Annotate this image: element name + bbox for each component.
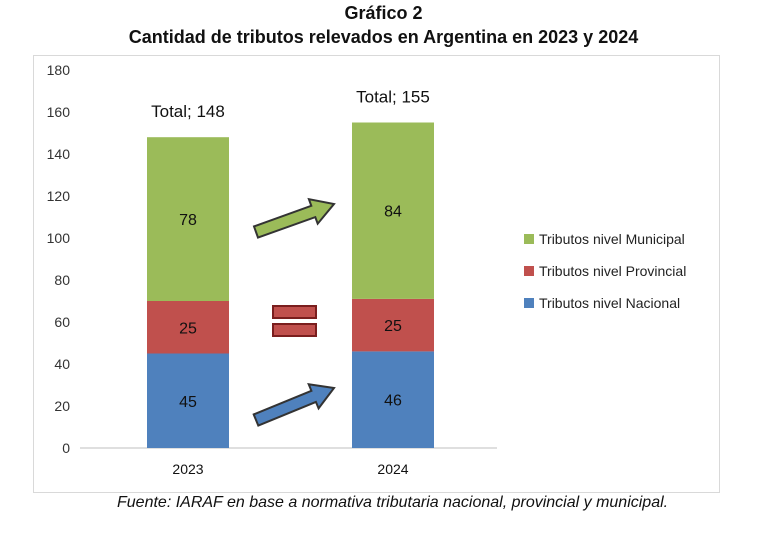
y-tick-label: 160 (47, 104, 71, 120)
bar-value-label: 46 (384, 393, 402, 410)
bar-total-label: Total; 148 (151, 102, 225, 121)
legend-label: Tributos nivel Municipal (539, 231, 685, 247)
y-tick-label: 0 (62, 440, 70, 456)
y-tick-label: 40 (54, 356, 70, 372)
equals-icon (272, 323, 317, 337)
y-tick-label: 80 (54, 272, 70, 288)
y-tick-label: 20 (54, 398, 70, 414)
legend-swatch (524, 234, 534, 244)
chart-subtitle: Cantidad de tributos relevados en Argent… (128, 27, 639, 47)
bar-total-label: Total; 155 (356, 88, 430, 107)
bar-segment (352, 351, 434, 448)
y-tick-label: 100 (47, 230, 71, 246)
x-axis: 2023 2024 (172, 461, 408, 477)
legend: Tributos nivel Municipal Tributos nivel P… (524, 231, 686, 311)
arrow-icon (252, 197, 336, 239)
y-tick-label: 60 (54, 314, 70, 330)
bar-value-label: 25 (384, 318, 402, 335)
legend-swatch (524, 298, 534, 308)
bar-value-label: 78 (179, 212, 197, 229)
bar-segment (147, 353, 229, 448)
legend-label: Tributos nivel Provincial (539, 263, 686, 279)
y-tick-label: 120 (47, 188, 71, 204)
data-labels: 45 25 78 Total; 148 46 25 84 Total; 155 (151, 88, 430, 411)
bar-segment (352, 298, 434, 352)
chart-frame (33, 55, 720, 493)
bar-value-label: 25 (179, 320, 197, 337)
annotations (252, 197, 336, 427)
legend-label: Tributos nivel Nacional (539, 295, 680, 311)
chart-title: Gráfico 2 (344, 3, 423, 23)
y-tick-label: 140 (47, 146, 71, 162)
legend-swatch (524, 266, 534, 276)
equals-icon (272, 305, 317, 319)
bar-value-label: 84 (384, 204, 402, 221)
x-tick-label: 2024 (377, 461, 408, 477)
bar-segment (147, 137, 229, 301)
bar-segment (352, 122, 434, 299)
bars (147, 122, 434, 448)
bar-segment (147, 301, 229, 354)
bar-value-label: 45 (179, 394, 197, 411)
x-tick-label: 2023 (172, 461, 203, 477)
source-note: Fuente: IARAF en base a normativa tribut… (117, 494, 669, 511)
y-tick-label: 180 (47, 62, 71, 78)
arrow-icon (252, 383, 336, 427)
